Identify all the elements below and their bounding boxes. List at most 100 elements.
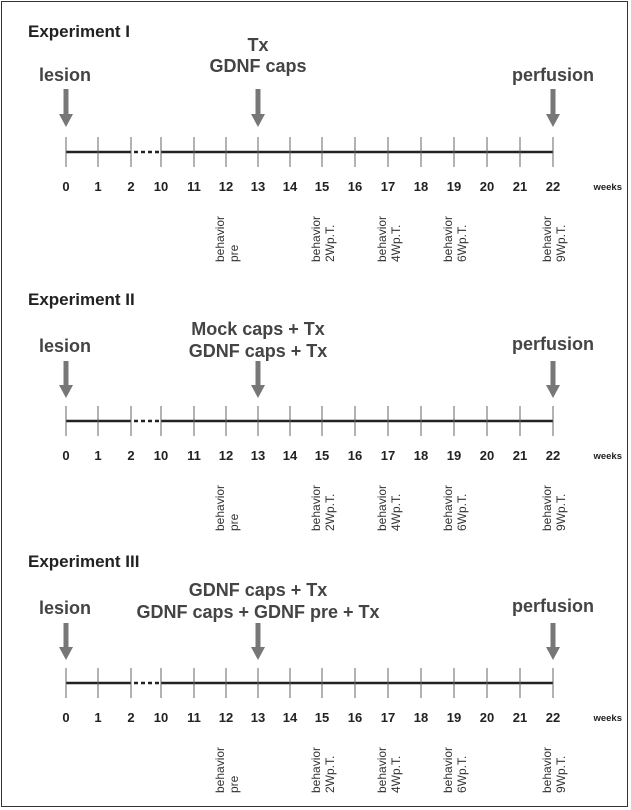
week-tick-label: 16 xyxy=(348,448,362,463)
behavior-label-line: 9Wp.T. xyxy=(554,225,568,262)
week-tick-label: 1 xyxy=(94,179,101,194)
lesion-arrow xyxy=(59,361,73,398)
behavior-label: behavior9Wp.T. xyxy=(540,216,568,262)
week-tick-label: 13 xyxy=(251,179,265,194)
lesion-arrow xyxy=(59,623,73,660)
behavior-label-line: 9Wp.T. xyxy=(554,756,568,793)
behavior-label-line: behavior xyxy=(441,747,455,793)
treatment-arrow xyxy=(251,89,265,127)
week-tick-label: 20 xyxy=(480,448,494,463)
experiment-title: Experiment III xyxy=(28,552,139,571)
behavior-label-line: 2Wp.T. xyxy=(323,756,337,793)
behavior-label-line: behavior xyxy=(309,216,323,262)
behavior-label-line: behavior xyxy=(213,485,227,531)
lesion-label: lesion xyxy=(39,65,91,85)
behavior-label: behavior4Wp.T. xyxy=(375,485,403,531)
week-tick-label: 2 xyxy=(127,448,134,463)
week-tick-label: 12 xyxy=(219,179,233,194)
behavior-label-line: behavior xyxy=(441,485,455,531)
behavior-label-line: behavior xyxy=(375,747,389,793)
behavior-label-line: 6Wp.T. xyxy=(455,225,469,262)
behavior-label-line: 4Wp.T. xyxy=(389,225,403,262)
lesion-label: lesion xyxy=(39,336,91,356)
week-tick-label: 0 xyxy=(62,710,69,725)
treatment-label: GDNF caps xyxy=(209,56,306,76)
treatment-label: GDNF caps + GDNF pre + Tx xyxy=(136,602,379,622)
week-tick-label: 15 xyxy=(315,179,329,194)
behavior-label-line: 4Wp.T. xyxy=(389,756,403,793)
behavior-label-line: behavior xyxy=(540,485,554,531)
week-tick-label: 10 xyxy=(154,448,168,463)
behavior-label-line: behavior xyxy=(375,216,389,262)
perfusion-label: perfusion xyxy=(512,334,594,354)
behavior-label: behavior9Wp.T. xyxy=(540,747,568,793)
week-tick-label: 15 xyxy=(315,710,329,725)
behavior-label: behavior6Wp.T. xyxy=(441,747,469,793)
treatment-label: GDNF caps + Tx xyxy=(189,341,328,361)
behavior-label-line: behavior xyxy=(213,747,227,793)
week-tick-label: 1 xyxy=(94,448,101,463)
perfusion-arrow xyxy=(546,89,560,127)
week-tick-label: 16 xyxy=(348,179,362,194)
week-tick-label: 19 xyxy=(447,448,461,463)
perfusion-label: perfusion xyxy=(512,65,594,85)
behavior-label: behavior2Wp.T. xyxy=(309,747,337,793)
behavior-label: behavior2Wp.T. xyxy=(309,485,337,531)
behavior-label: behavior6Wp.T. xyxy=(441,485,469,531)
behavior-label-line: behavior xyxy=(213,216,227,262)
behavior-label-line: behavior xyxy=(540,747,554,793)
week-tick-label: 14 xyxy=(283,710,298,725)
behavior-label-line: behavior xyxy=(540,216,554,262)
perfusion-arrow xyxy=(546,623,560,660)
perfusion-label: perfusion xyxy=(512,596,594,616)
week-tick-label: 13 xyxy=(251,710,265,725)
behavior-label-line: pre xyxy=(227,244,241,262)
behavior-label: behaviorpre xyxy=(213,747,241,793)
week-tick-label: 21 xyxy=(513,179,527,194)
week-tick-label: 13 xyxy=(251,448,265,463)
behavior-label: behaviorpre xyxy=(213,216,241,262)
behavior-label-line: 4Wp.T. xyxy=(389,494,403,531)
week-tick-label: 20 xyxy=(480,710,494,725)
behavior-label-line: 2Wp.T. xyxy=(323,494,337,531)
week-tick-label: 22 xyxy=(546,710,560,725)
behavior-label-line: 6Wp.T. xyxy=(455,756,469,793)
treatment-label: Mock caps + Tx xyxy=(191,319,325,339)
week-tick-label: 15 xyxy=(315,448,329,463)
behavior-label-line: behavior xyxy=(441,216,455,262)
week-tick-label: 22 xyxy=(546,179,560,194)
behavior-label-line: 9Wp.T. xyxy=(554,494,568,531)
week-tick-label: 21 xyxy=(513,448,527,463)
behavior-label-line: 6Wp.T. xyxy=(455,494,469,531)
week-tick-label: 12 xyxy=(219,448,233,463)
lesion-label: lesion xyxy=(39,598,91,618)
weeks-unit-label: weeks xyxy=(592,713,622,724)
week-tick-label: 1 xyxy=(94,710,101,725)
behavior-label-line: behavior xyxy=(375,485,389,531)
behavior-label-line: behavior xyxy=(309,485,323,531)
week-tick-label: 19 xyxy=(447,710,461,725)
week-tick-label: 10 xyxy=(154,179,168,194)
behavior-label-line: behavior xyxy=(309,747,323,793)
week-tick-label: 11 xyxy=(187,448,201,463)
experiment-title: Experiment I xyxy=(28,22,130,41)
behavior-label: behavior4Wp.T. xyxy=(375,747,403,793)
week-tick-label: 12 xyxy=(219,710,233,725)
experiment-title: Experiment II xyxy=(28,290,135,309)
week-tick-label: 10 xyxy=(154,710,168,725)
week-tick-label: 21 xyxy=(513,710,527,725)
treatment-arrow xyxy=(251,361,265,398)
week-tick-label: 19 xyxy=(447,179,461,194)
behavior-label: behavior6Wp.T. xyxy=(441,216,469,262)
treatment-label: Tx xyxy=(247,35,268,55)
lesion-arrow xyxy=(59,89,73,127)
week-tick-label: 14 xyxy=(283,448,298,463)
week-tick-label: 2 xyxy=(127,710,134,725)
behavior-label: behavior2Wp.T. xyxy=(309,216,337,262)
week-tick-label: 0 xyxy=(62,179,69,194)
week-tick-label: 2 xyxy=(127,179,134,194)
week-tick-label: 22 xyxy=(546,448,560,463)
week-tick-label: 17 xyxy=(381,448,395,463)
